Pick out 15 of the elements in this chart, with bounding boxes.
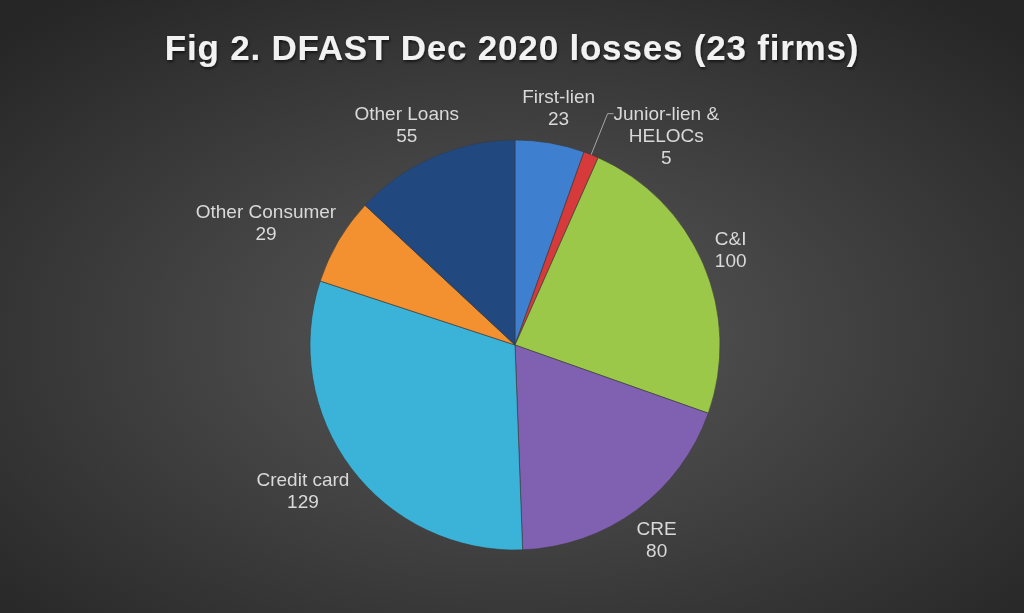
data-label: 23 [548, 108, 570, 130]
slice-label: Credit card [256, 468, 350, 490]
chart-title: Fig 2. DFAST Dec 2020 losses (23 firms) [164, 28, 860, 67]
data-label: 80 [646, 539, 668, 561]
slice-label: C&I [714, 228, 747, 250]
slice-label: Other Consumer [195, 201, 337, 223]
slice-label: First-lien [522, 86, 596, 108]
data-label: 29 [255, 223, 277, 245]
slice-label: Junior-lien & HELOCs [613, 103, 720, 147]
data-label: 5 [661, 147, 672, 169]
slice-label: CRE [636, 517, 677, 539]
data-label: 100 [714, 250, 747, 272]
data-label: 129 [287, 490, 319, 512]
slice-label: Other Loans [354, 102, 460, 124]
data-label: 55 [396, 124, 418, 146]
